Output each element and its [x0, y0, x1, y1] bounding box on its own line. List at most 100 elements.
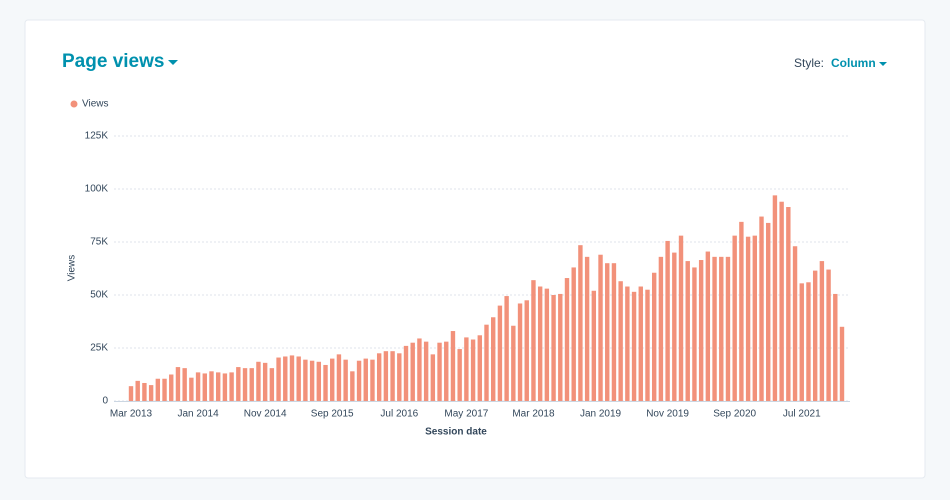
bar	[725, 256, 731, 401]
style-value[interactable]: Column	[831, 56, 876, 70]
bar	[343, 359, 348, 401]
bar	[202, 373, 207, 401]
bar	[826, 269, 831, 401]
bar	[169, 374, 174, 401]
bar	[692, 267, 697, 401]
bar	[558, 293, 563, 401]
x-tick-label: May 2017	[444, 409, 488, 420]
report-title[interactable]: Page views	[62, 51, 164, 72]
x-tick-label: Jan 2019	[580, 409, 622, 420]
bar	[309, 360, 315, 401]
bar	[350, 371, 355, 401]
bar	[182, 368, 187, 401]
bar	[403, 345, 409, 401]
bar	[383, 351, 389, 401]
title-dropdown[interactable]	[168, 60, 178, 65]
y-tick-label: 25K	[90, 343, 108, 354]
bar	[766, 222, 771, 401]
bar	[511, 325, 516, 401]
style-dropdown[interactable]	[879, 62, 887, 66]
bar	[658, 256, 664, 401]
bar	[470, 339, 476, 401]
y-tick-label: 75K	[90, 237, 108, 248]
bar	[175, 367, 181, 401]
style-label: Style:	[794, 56, 824, 70]
bar	[477, 335, 482, 401]
legend-label: Views	[82, 99, 109, 110]
bar	[605, 263, 610, 401]
bar	[772, 195, 778, 401]
bar	[289, 355, 295, 401]
bar	[356, 360, 362, 401]
y-tick-label: 0	[102, 396, 108, 407]
bar	[417, 338, 422, 401]
bar	[148, 385, 154, 401]
bar	[330, 358, 335, 401]
bar	[524, 300, 529, 401]
bar	[209, 371, 214, 401]
x-tick-label: Jul 2016	[380, 409, 418, 420]
y-tick-label: 125K	[85, 131, 109, 142]
bar	[739, 221, 744, 401]
bar	[564, 278, 570, 401]
bar	[531, 280, 536, 401]
bar	[128, 386, 134, 401]
x-tick-label: Jul 2021	[783, 409, 821, 420]
bar	[283, 356, 288, 401]
bar	[276, 357, 281, 401]
bar	[645, 289, 650, 401]
legend-swatch	[70, 100, 78, 108]
bar	[363, 358, 368, 401]
x-tick-label: Nov 2014	[244, 409, 287, 420]
bar	[598, 254, 603, 401]
x-tick-label: Mar 2018	[512, 409, 555, 420]
bar	[685, 261, 690, 401]
bar	[631, 291, 637, 401]
bar	[189, 377, 194, 401]
bar	[752, 235, 758, 401]
bar	[497, 305, 503, 401]
bar	[544, 288, 550, 401]
bar	[162, 378, 167, 401]
bar	[430, 354, 436, 401]
x-tick-label: Sep 2020	[713, 409, 756, 420]
bar	[222, 373, 228, 401]
bar	[698, 260, 704, 401]
bar	[303, 359, 308, 401]
bar	[786, 207, 791, 401]
bar	[732, 235, 737, 401]
bar	[229, 372, 234, 401]
x-tick-label: Mar 2013	[110, 409, 153, 420]
bar	[323, 364, 328, 401]
bar	[779, 201, 784, 401]
bar	[444, 341, 449, 401]
bar	[195, 372, 201, 401]
bar	[819, 261, 825, 401]
bar	[316, 361, 322, 401]
bar	[450, 331, 456, 401]
bar	[484, 324, 489, 401]
bar	[551, 295, 556, 401]
bar	[504, 296, 509, 401]
bar	[142, 382, 147, 401]
x-tick-label: Jan 2014	[177, 409, 219, 420]
bar	[745, 236, 751, 401]
bar	[517, 303, 523, 401]
bar	[665, 240, 670, 401]
bar	[799, 283, 804, 401]
bar	[397, 353, 402, 401]
bar	[423, 341, 429, 401]
bar	[215, 372, 221, 401]
bar	[719, 256, 724, 401]
bar	[370, 359, 375, 401]
bar	[135, 380, 140, 401]
bar	[759, 216, 764, 401]
bar	[376, 353, 382, 401]
bar	[651, 272, 657, 401]
bar	[712, 256, 717, 401]
bar	[578, 245, 583, 401]
bar	[437, 342, 442, 401]
bar	[672, 252, 677, 401]
bar	[242, 368, 248, 401]
